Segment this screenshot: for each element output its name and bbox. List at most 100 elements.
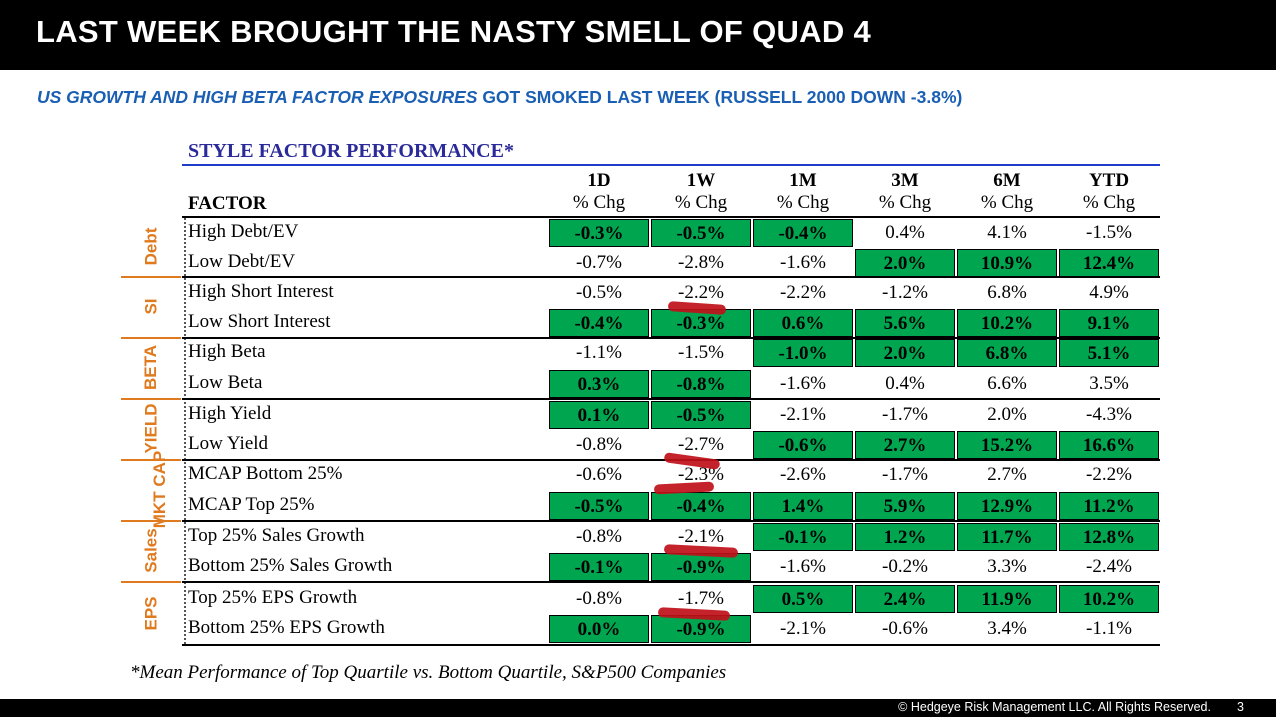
value-cell: 15.2%: [957, 431, 1057, 459]
value-cell: 2.7%: [855, 431, 955, 459]
value-cell: 2.7%: [987, 464, 1027, 485]
value-cell: -2.3%: [678, 464, 724, 485]
value-cell: -0.8%: [576, 526, 622, 547]
value-cell: -2.1%: [678, 526, 724, 547]
col-header-top: 3M: [891, 170, 919, 191]
value-cell: -0.1%: [753, 523, 853, 551]
col-header-sub: % Chg: [572, 192, 626, 213]
value-cell: -0.4%: [651, 492, 751, 520]
factor-name: Low Yield: [188, 433, 269, 454]
table-row: Bottom 25% EPS Growth 0.0% -0.9% -2.1% -0.6%…: [182, 614, 1160, 644]
value-cell: 10.9%: [957, 249, 1057, 277]
value-cell: -0.8%: [651, 370, 751, 398]
value-cell: 5.9%: [855, 492, 955, 520]
col-header-ytd: YTD % Chg: [1059, 170, 1159, 214]
value-cell: -0.9%: [651, 553, 751, 581]
value-cell: -2.7%: [678, 434, 724, 455]
factor-name: Top 25% EPS Growth: [188, 587, 358, 608]
col-header-top: 1M: [789, 170, 817, 191]
footer-bar: © Hedgeye Risk Management LLC. All Right…: [0, 699, 1276, 717]
slide-title: LAST WEEK BROUGHT THE NASTY SMELL OF QUA…: [36, 14, 872, 49]
value-cell: 2.0%: [855, 249, 955, 277]
value-cell: 5.6%: [855, 309, 955, 337]
value-cell: 5.1%: [1059, 339, 1159, 367]
value-cell: -1.6%: [780, 556, 826, 577]
group-rule: [182, 337, 1160, 339]
value-cell: 0.6%: [753, 309, 853, 337]
col-header-sub: % Chg: [776, 192, 830, 213]
value-cell: -2.1%: [780, 404, 826, 425]
value-cell: 10.2%: [957, 309, 1057, 337]
table-row: High Beta -1.1% -1.5% -1.0% 2.0% 6.8% 5.1%: [182, 338, 1160, 368]
col-header-1m: 1M % Chg: [753, 170, 853, 214]
col-header-sub: % Chg: [1082, 192, 1136, 213]
factor-name: Bottom 25% Sales Growth: [188, 555, 393, 576]
factor-name: Low Beta: [188, 372, 263, 393]
value-cell: 9.1%: [1059, 309, 1159, 337]
table-row: Top 25% Sales Growth -0.8% -2.1% -0.1% 1.2% 1…: [182, 522, 1160, 552]
value-cell: -0.5%: [576, 282, 622, 303]
value-cell: -1.7%: [882, 464, 928, 485]
value-cell: 0.4%: [885, 373, 925, 394]
group-rule: [182, 581, 1160, 583]
copyright-text: © Hedgeye Risk Management LLC. All Right…: [898, 700, 1211, 714]
group-label-sales: Sales: [141, 528, 161, 573]
factor-name: MCAP Top 25%: [188, 494, 315, 515]
value-cell: -2.6%: [780, 464, 826, 485]
group-label-eps: EPS: [141, 596, 161, 631]
table-row: High Yield 0.1% -0.5% -2.1% -1.7% 2.0% -4.3%: [182, 400, 1160, 430]
col-header-1w: 1W % Chg: [651, 170, 751, 214]
value-cell: 3.5%: [1089, 373, 1129, 394]
value-cell: -0.5%: [549, 492, 649, 520]
value-cell: -0.5%: [651, 219, 751, 247]
value-cell: 12.8%: [1059, 523, 1159, 551]
subtitle-italic: US GROWTH AND HIGH BETA FACTOR EXPOSURES: [37, 87, 478, 107]
factor-name: Top 25% Sales Growth: [188, 525, 365, 546]
value-cell: 12.4%: [1059, 249, 1159, 277]
factor-name: High Beta: [188, 341, 266, 362]
value-cell: 11.7%: [957, 523, 1057, 551]
value-cell: -1.5%: [678, 342, 724, 363]
value-cell: 3.3%: [987, 556, 1027, 577]
value-cell: -0.4%: [549, 309, 649, 337]
table-title: STYLE FACTOR PERFORMANCE*: [188, 140, 514, 162]
group-label-beta: BETA: [141, 344, 161, 391]
table-row: High Debt/EV -0.3% -0.5% -0.4% 0.4% 4.1% -1.5%: [182, 218, 1160, 248]
value-cell: -0.1%: [549, 553, 649, 581]
value-cell: -0.9%: [651, 615, 751, 643]
col-header-top: YTD: [1088, 170, 1130, 191]
value-cell: -0.5%: [651, 401, 751, 429]
value-cell: 3.4%: [987, 618, 1027, 639]
group-label-mktcap: MKT CAP: [150, 450, 170, 529]
value-cell: -0.2%: [882, 556, 928, 577]
value-cell: 16.6%: [1059, 431, 1159, 459]
table-row: MCAP Bottom 25% -0.6% -2.3% -2.6% -1.7% 2.7% -…: [182, 460, 1160, 490]
value-cell: -1.6%: [780, 373, 826, 394]
value-cell: 12.9%: [957, 492, 1057, 520]
value-cell: 0.3%: [549, 370, 649, 398]
col-header-3m: 3M % Chg: [855, 170, 955, 214]
value-cell: -1.6%: [780, 252, 826, 273]
value-cell: 2.0%: [987, 404, 1027, 425]
group-label-debt: Debt: [141, 227, 161, 266]
table-row: Top 25% EPS Growth -0.8% -1.7% 0.5% 2.4% 11.9…: [182, 584, 1160, 614]
value-cell: -0.6%: [753, 431, 853, 459]
value-cell: -2.1%: [780, 618, 826, 639]
table-title-rule: [182, 164, 1160, 166]
value-cell: -4.3%: [1086, 404, 1132, 425]
value-cell: -2.4%: [1086, 556, 1132, 577]
factor-name: Bottom 25% EPS Growth: [188, 617, 385, 638]
group-rule: [182, 398, 1160, 400]
factor-name: High Yield: [188, 403, 272, 424]
group-separator: [121, 459, 181, 461]
value-cell: -0.3%: [549, 219, 649, 247]
factor-name: High Short Interest: [188, 281, 334, 302]
table-row: High Short Interest -0.5% -2.2% -2.2% -1.2% 6…: [182, 278, 1160, 308]
value-cell: -2.2%: [1086, 464, 1132, 485]
table-footnote: *Mean Performance of Top Quartile vs. Bo…: [130, 662, 727, 683]
value-cell: -0.4%: [753, 219, 853, 247]
subtitle-rest: GOT SMOKED LAST WEEK (RUSSELL 2000 DOWN …: [477, 87, 963, 107]
slide-subtitle: US GROWTH AND HIGH BETA FACTOR EXPOSURES…: [37, 87, 962, 108]
value-cell: -1.1%: [1086, 618, 1132, 639]
group-label-yield: YIELD: [141, 403, 161, 454]
